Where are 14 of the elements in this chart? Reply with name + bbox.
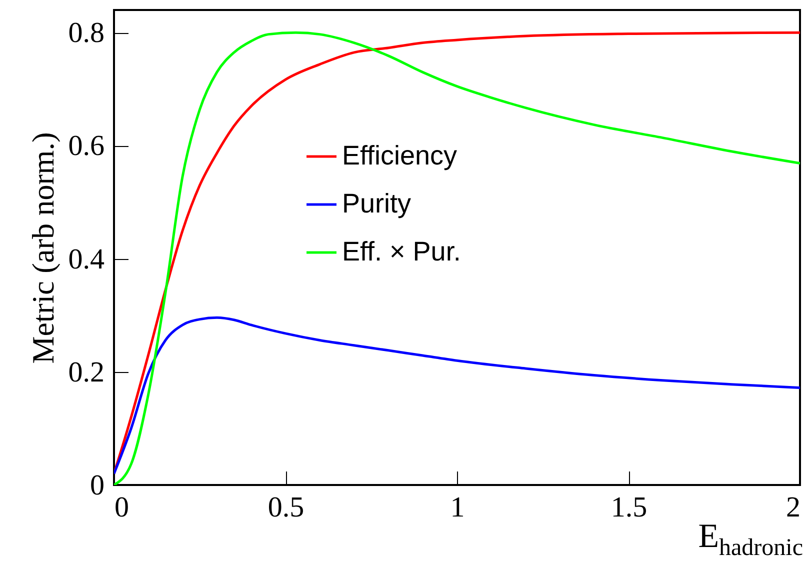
line-series bbox=[114, 316, 800, 475]
legend-label: Efficiency bbox=[342, 140, 458, 170]
x-tick-label: 1 bbox=[450, 492, 465, 524]
legend-label: Eff. × Pur. bbox=[342, 236, 461, 266]
x-tick-label: 0.5 bbox=[268, 492, 304, 524]
y-tick-label: 0.8 bbox=[68, 17, 104, 50]
y-tick-label: 0.6 bbox=[68, 130, 104, 162]
x-tick-label: 0 bbox=[114, 492, 129, 524]
y-tick-label: 0.4 bbox=[68, 243, 105, 276]
y-tick-label: 0.2 bbox=[68, 356, 104, 388]
y-tick-label: 0 bbox=[90, 470, 104, 502]
y-axis-title: Metric (arb norm.) bbox=[25, 132, 60, 364]
legend-label: Purity bbox=[342, 188, 412, 218]
x-tick-label: 1.5 bbox=[610, 492, 648, 524]
